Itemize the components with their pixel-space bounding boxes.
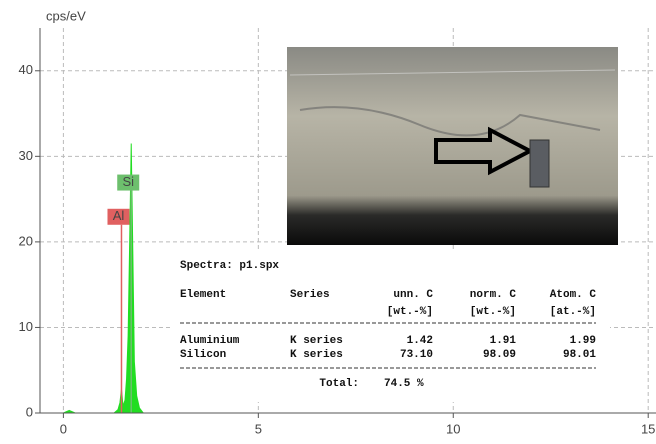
y-tick-label: 40 [19, 62, 33, 77]
table-header: [at.-%] [550, 306, 596, 318]
table-cell: 1.42 [407, 335, 433, 347]
table-panel [172, 250, 610, 402]
table-cell: K series [290, 349, 343, 361]
x-tick-label: 5 [255, 421, 262, 436]
x-tick-label: 15 [641, 421, 655, 436]
y-axis-label: cps/eV [46, 8, 86, 23]
table-cell: 73.10 [400, 349, 433, 361]
table-total-value: 74.5 % [384, 378, 424, 390]
x-tick-label: 10 [446, 421, 460, 436]
element-label: Si [122, 174, 134, 189]
table-cell: Aluminium [180, 335, 240, 347]
table-header: [wt.-%] [387, 306, 433, 318]
table-cell: 98.01 [563, 349, 596, 361]
element-label: Al [113, 208, 125, 223]
table-header: Series [290, 289, 330, 301]
table-cell: K series [290, 335, 343, 347]
y-tick-label: 30 [19, 148, 33, 163]
table-header: Atom. C [550, 289, 597, 301]
table-header: norm. C [470, 289, 517, 301]
element-label-bg [107, 208, 130, 225]
table-header: Element [180, 289, 226, 301]
element-label-bg [117, 174, 140, 191]
y-tick-label: 0 [26, 404, 33, 419]
table-cell: 1.99 [570, 335, 596, 347]
table-header: [wt.-%] [470, 306, 516, 318]
table-total-label: Total: [319, 378, 359, 390]
x-tick-label: 0 [60, 421, 67, 436]
table-cell: Silicon [180, 349, 226, 361]
table-title: Spectra: p1.spx [180, 260, 279, 272]
inset-photo [287, 47, 618, 245]
table-header: unn. C [393, 289, 433, 301]
y-tick-label: 20 [19, 233, 33, 248]
y-tick-label: 10 [19, 319, 33, 334]
table-cell: 1.91 [490, 335, 517, 347]
table-cell: 98.09 [483, 349, 516, 361]
